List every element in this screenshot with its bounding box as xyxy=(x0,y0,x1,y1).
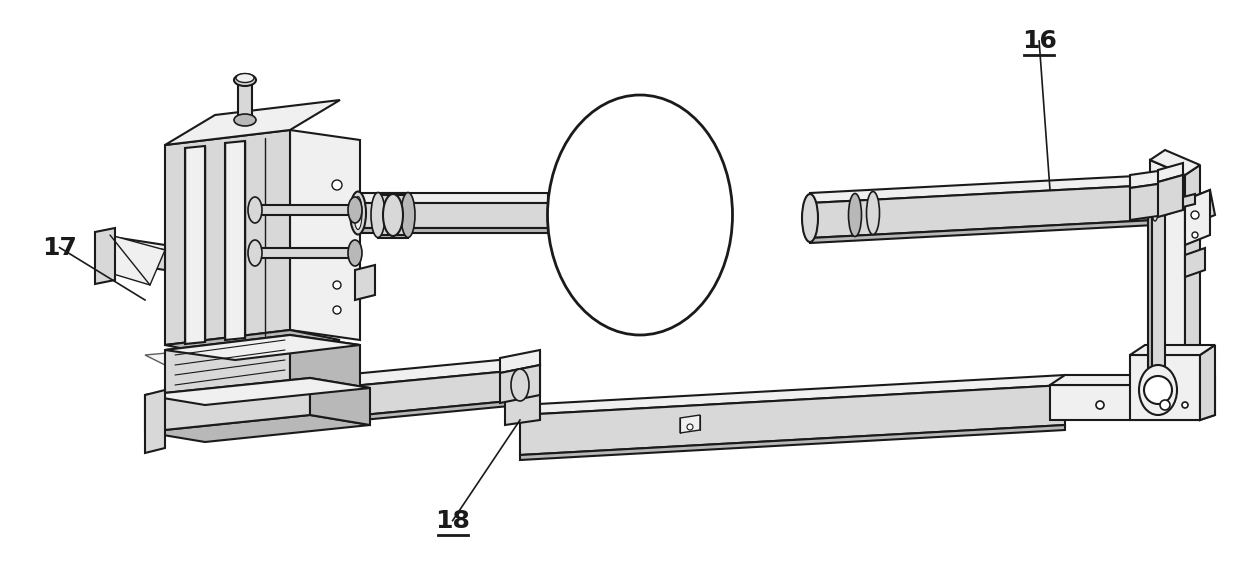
Polygon shape xyxy=(1185,190,1215,225)
Circle shape xyxy=(1096,401,1104,409)
Ellipse shape xyxy=(1151,183,1159,221)
Ellipse shape xyxy=(371,192,384,237)
Ellipse shape xyxy=(350,192,366,234)
Polygon shape xyxy=(520,425,1065,460)
Polygon shape xyxy=(310,400,520,425)
Polygon shape xyxy=(1130,355,1200,420)
Polygon shape xyxy=(95,228,115,284)
Ellipse shape xyxy=(401,192,415,237)
Ellipse shape xyxy=(353,196,362,229)
Polygon shape xyxy=(165,330,340,355)
Polygon shape xyxy=(358,203,548,228)
Polygon shape xyxy=(1183,194,1195,207)
Ellipse shape xyxy=(236,73,254,83)
Polygon shape xyxy=(1149,175,1166,380)
Polygon shape xyxy=(1200,375,1215,420)
Circle shape xyxy=(1190,211,1199,219)
Polygon shape xyxy=(255,205,355,215)
Polygon shape xyxy=(810,175,1154,203)
Polygon shape xyxy=(378,193,408,238)
Ellipse shape xyxy=(548,95,733,335)
Polygon shape xyxy=(1148,179,1152,381)
Polygon shape xyxy=(290,130,360,340)
Circle shape xyxy=(334,306,341,314)
Circle shape xyxy=(332,205,342,215)
Circle shape xyxy=(334,281,341,289)
Polygon shape xyxy=(520,385,1065,455)
Polygon shape xyxy=(1200,345,1215,420)
Polygon shape xyxy=(1158,175,1183,217)
Circle shape xyxy=(1145,376,1172,404)
Polygon shape xyxy=(165,335,290,405)
Polygon shape xyxy=(145,378,370,405)
Polygon shape xyxy=(500,350,539,373)
Polygon shape xyxy=(310,370,520,420)
Polygon shape xyxy=(238,79,252,121)
Polygon shape xyxy=(290,335,360,400)
Polygon shape xyxy=(165,335,360,360)
Ellipse shape xyxy=(848,193,862,237)
Ellipse shape xyxy=(1140,365,1177,415)
Polygon shape xyxy=(680,415,701,433)
Text: 16: 16 xyxy=(1022,29,1056,53)
Ellipse shape xyxy=(234,114,255,126)
Polygon shape xyxy=(1185,190,1210,245)
Polygon shape xyxy=(1050,385,1200,420)
Polygon shape xyxy=(224,141,246,340)
Polygon shape xyxy=(310,378,370,425)
Polygon shape xyxy=(505,365,539,425)
Polygon shape xyxy=(145,390,165,453)
Polygon shape xyxy=(145,415,370,442)
Polygon shape xyxy=(165,100,340,145)
Polygon shape xyxy=(145,378,310,432)
Ellipse shape xyxy=(383,194,403,236)
Polygon shape xyxy=(1130,170,1166,188)
Polygon shape xyxy=(520,375,1065,415)
Ellipse shape xyxy=(802,194,818,242)
Polygon shape xyxy=(100,235,165,285)
Polygon shape xyxy=(100,235,165,250)
Polygon shape xyxy=(358,193,548,203)
Text: 17: 17 xyxy=(42,236,77,259)
Ellipse shape xyxy=(511,369,529,401)
Polygon shape xyxy=(355,265,374,300)
Polygon shape xyxy=(145,340,310,415)
Ellipse shape xyxy=(248,197,262,223)
Circle shape xyxy=(332,180,342,190)
Polygon shape xyxy=(100,240,165,270)
Polygon shape xyxy=(1185,248,1205,277)
Ellipse shape xyxy=(1147,178,1163,226)
Text: 18: 18 xyxy=(435,509,470,533)
Polygon shape xyxy=(1158,163,1183,182)
Ellipse shape xyxy=(867,192,879,234)
Polygon shape xyxy=(1130,183,1166,220)
Polygon shape xyxy=(1185,165,1200,390)
Circle shape xyxy=(1182,402,1188,408)
Ellipse shape xyxy=(348,240,362,266)
Polygon shape xyxy=(1166,178,1180,215)
Ellipse shape xyxy=(248,240,262,266)
Polygon shape xyxy=(165,130,290,345)
Polygon shape xyxy=(255,248,355,258)
Circle shape xyxy=(1192,232,1198,238)
Circle shape xyxy=(687,424,693,430)
Polygon shape xyxy=(310,358,520,390)
Circle shape xyxy=(1159,400,1171,410)
Polygon shape xyxy=(505,353,539,370)
Polygon shape xyxy=(500,365,539,403)
Polygon shape xyxy=(1130,345,1215,355)
Polygon shape xyxy=(810,185,1154,238)
Polygon shape xyxy=(185,146,205,344)
Ellipse shape xyxy=(348,197,362,223)
Polygon shape xyxy=(1149,150,1200,175)
Polygon shape xyxy=(358,228,548,233)
Polygon shape xyxy=(1050,375,1215,385)
Polygon shape xyxy=(810,220,1154,243)
Polygon shape xyxy=(378,195,408,235)
Polygon shape xyxy=(1149,160,1185,390)
Ellipse shape xyxy=(234,74,255,86)
